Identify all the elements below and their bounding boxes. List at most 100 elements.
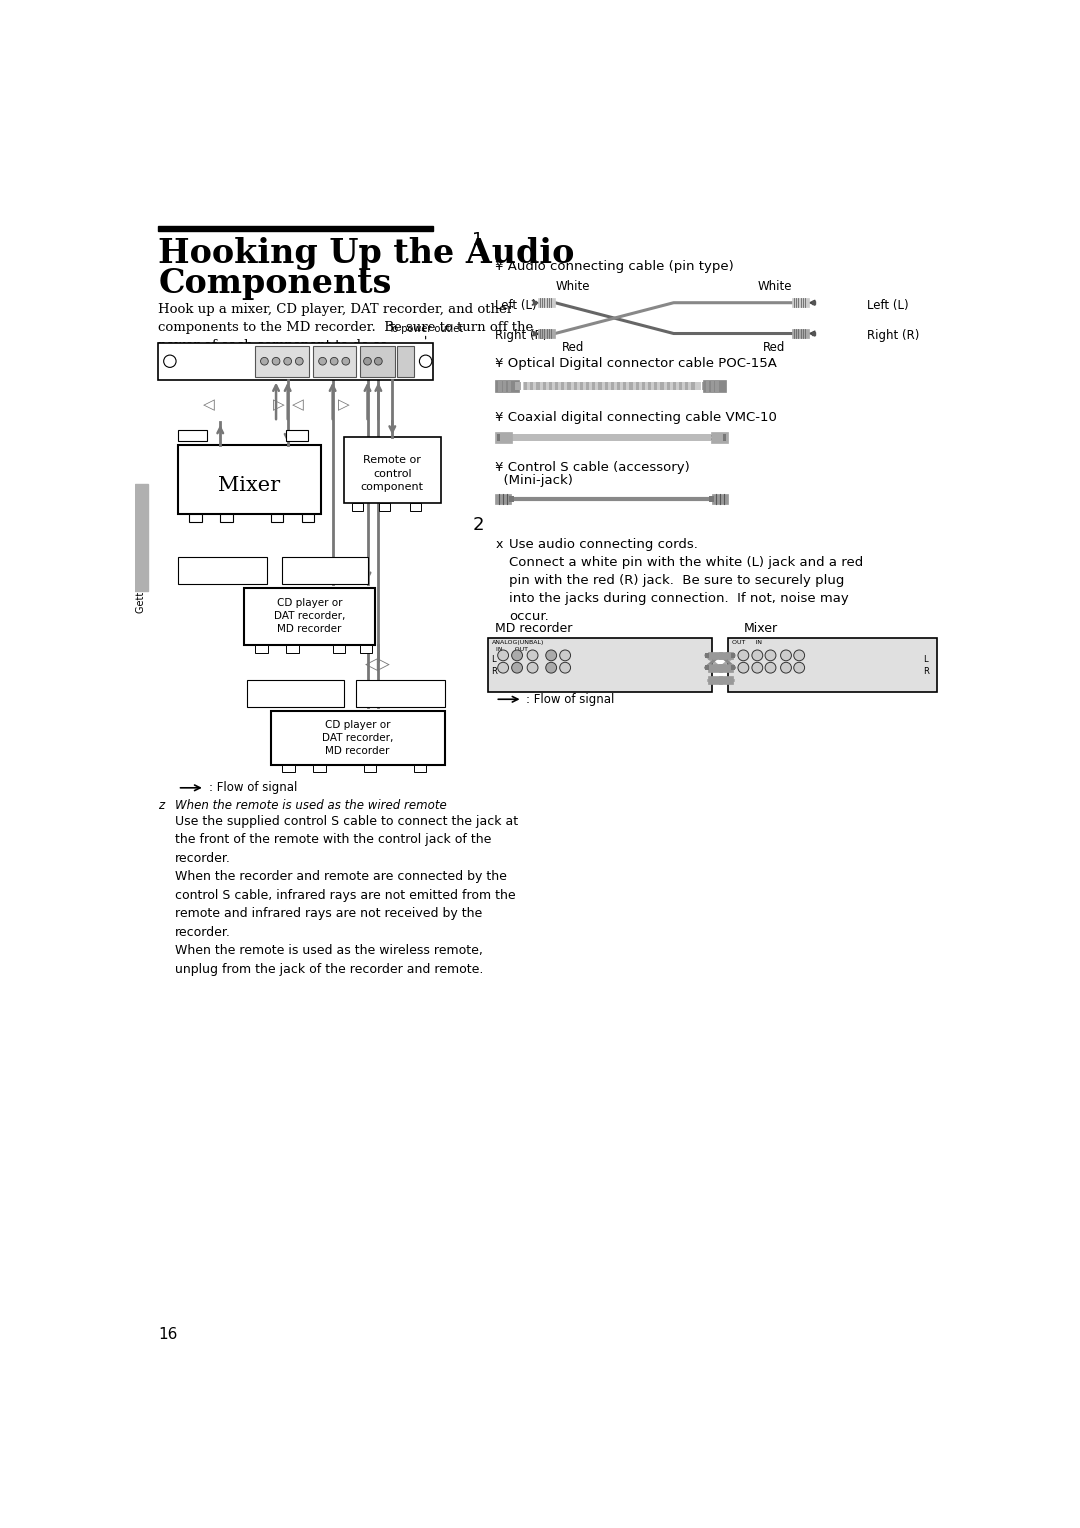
Circle shape: [272, 358, 280, 365]
Circle shape: [794, 662, 805, 672]
Text: ◁: ◁: [292, 397, 303, 413]
Circle shape: [527, 649, 538, 660]
Circle shape: [559, 649, 570, 660]
Text: : Flow of signal: : Flow of signal: [208, 781, 297, 795]
Text: Hooking Up the Audio: Hooking Up the Audio: [159, 237, 575, 270]
Text: z: z: [159, 799, 164, 813]
Text: Red: Red: [764, 341, 785, 354]
Bar: [247, 680, 345, 707]
Bar: [189, 515, 202, 523]
Bar: [549, 382, 552, 390]
Circle shape: [527, 662, 538, 672]
Circle shape: [319, 358, 326, 365]
Text: OUT     IN: OUT IN: [732, 640, 761, 645]
Bar: [811, 301, 814, 304]
Bar: [496, 495, 511, 504]
Bar: [648, 382, 651, 390]
Circle shape: [330, 358, 338, 365]
Circle shape: [765, 649, 775, 660]
Bar: [286, 429, 308, 440]
Bar: [710, 497, 714, 503]
Text: Getting Started: Getting Started: [136, 538, 146, 613]
Bar: [496, 380, 518, 393]
Text: ◁: ◁: [365, 656, 378, 674]
Bar: [718, 677, 732, 685]
Bar: [711, 432, 728, 443]
Text: 1: 1: [472, 231, 484, 249]
Bar: [159, 226, 433, 231]
Text: Remote or
control
component: Remote or control component: [361, 455, 423, 492]
Bar: [510, 497, 514, 503]
Circle shape: [738, 662, 748, 672]
Circle shape: [752, 662, 762, 672]
Bar: [703, 380, 727, 393]
Bar: [356, 680, 445, 707]
Bar: [345, 437, 441, 503]
Bar: [707, 663, 721, 671]
Text: When the remote is used as the wired remote: When the remote is used as the wired rem…: [175, 799, 447, 813]
Bar: [598, 382, 602, 390]
Bar: [410, 503, 421, 510]
Text: Hook up a mixer, CD player, DAT recorder, and other
components to the MD recorde: Hook up a mixer, CD player, DAT recorder…: [159, 303, 534, 351]
Bar: [508, 380, 511, 393]
Bar: [605, 382, 608, 390]
Circle shape: [781, 662, 792, 672]
Text: Left (L): Left (L): [867, 298, 909, 312]
Bar: [731, 652, 734, 657]
Bar: [488, 637, 713, 692]
Circle shape: [164, 354, 176, 367]
Circle shape: [752, 649, 762, 660]
Text: (Mini-jack): (Mini-jack): [496, 474, 573, 487]
Circle shape: [419, 354, 432, 367]
Bar: [352, 503, 363, 510]
Bar: [397, 345, 414, 376]
Bar: [555, 382, 558, 390]
Bar: [666, 382, 670, 390]
Bar: [255, 645, 268, 652]
Bar: [282, 556, 367, 584]
Bar: [177, 445, 321, 515]
Text: Mixer: Mixer: [218, 477, 280, 495]
Bar: [379, 503, 390, 510]
Bar: [271, 711, 445, 764]
Bar: [580, 382, 583, 390]
Text: MD recorder: MD recorder: [496, 622, 572, 636]
Circle shape: [512, 649, 523, 660]
Bar: [617, 382, 620, 390]
Circle shape: [284, 358, 292, 365]
Bar: [255, 345, 309, 376]
Bar: [515, 382, 521, 390]
Text: L: L: [923, 654, 928, 663]
Bar: [177, 556, 267, 584]
Text: Red: Red: [562, 341, 584, 354]
Bar: [282, 764, 295, 773]
Text: ◁: ◁: [203, 397, 215, 413]
Text: 2: 2: [472, 516, 484, 533]
Bar: [724, 434, 727, 442]
Text: Right (R): Right (R): [496, 330, 548, 342]
Circle shape: [545, 649, 556, 660]
Text: Left (L): Left (L): [496, 298, 537, 312]
Bar: [496, 432, 512, 443]
Bar: [718, 651, 732, 659]
Bar: [728, 637, 937, 692]
Text: CD player or
DAT recorder,
MD recorder: CD player or DAT recorder, MD recorder: [322, 720, 393, 756]
Bar: [642, 382, 645, 390]
Text: ¥ Control S cable (accessory): ¥ Control S cable (accessory): [496, 460, 690, 474]
Bar: [313, 764, 326, 773]
Bar: [707, 651, 721, 659]
Circle shape: [296, 358, 303, 365]
Bar: [711, 380, 714, 393]
Bar: [220, 515, 232, 523]
Text: ▷: ▷: [338, 397, 350, 413]
Bar: [673, 382, 676, 390]
Bar: [177, 429, 207, 440]
Bar: [702, 382, 708, 390]
Text: Components: Components: [159, 266, 392, 299]
Text: R: R: [491, 666, 498, 675]
Bar: [705, 665, 710, 669]
Bar: [530, 382, 534, 390]
Bar: [611, 382, 613, 390]
Circle shape: [559, 662, 570, 672]
Bar: [497, 434, 500, 442]
